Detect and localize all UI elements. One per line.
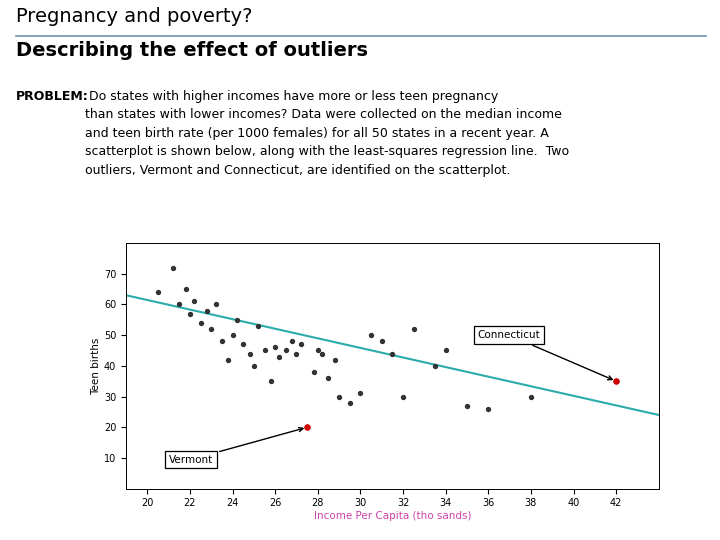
Point	[355, 389, 366, 398]
Point	[227, 331, 238, 340]
Point	[222, 355, 234, 364]
Point	[316, 349, 328, 358]
Point	[184, 309, 196, 318]
Point	[265, 377, 276, 386]
Point	[611, 377, 622, 386]
Point	[205, 325, 217, 333]
Point	[287, 337, 298, 346]
Point	[312, 346, 323, 355]
Text: Connecticut: Connecticut	[477, 330, 612, 380]
Point	[333, 392, 345, 401]
Point	[201, 306, 212, 315]
Point	[253, 322, 264, 330]
Point	[462, 401, 473, 410]
Point	[440, 346, 451, 355]
Point	[329, 355, 341, 364]
Text: Describing the effect of outliers: Describing the effect of outliers	[16, 42, 368, 60]
Point	[216, 337, 228, 346]
Point	[307, 368, 319, 376]
Point	[344, 399, 356, 407]
Text: 8: 8	[700, 518, 707, 531]
Point	[291, 349, 302, 358]
Text: Statistics and Probability with Applications, 3rd Edition: Statistics and Probability with Applicat…	[13, 518, 336, 531]
Point	[323, 374, 334, 382]
Point	[189, 297, 200, 306]
Point	[231, 315, 243, 324]
Point	[525, 392, 536, 401]
Point	[238, 340, 249, 349]
Point	[397, 392, 409, 401]
Text: Vermont: Vermont	[168, 428, 303, 464]
Text: PROBLEM:: PROBLEM:	[16, 90, 89, 103]
Point	[258, 346, 270, 355]
Point	[269, 343, 281, 352]
Point	[365, 331, 377, 340]
X-axis label: Income Per Capita (tho sands): Income Per Capita (tho sands)	[314, 511, 471, 521]
Point	[152, 288, 163, 296]
Point	[408, 325, 420, 333]
Point	[274, 352, 285, 361]
Point	[244, 349, 256, 358]
Point	[482, 404, 494, 413]
Point	[280, 346, 292, 355]
Point	[167, 263, 179, 272]
Point	[376, 337, 387, 346]
Point	[248, 362, 260, 370]
Point	[180, 285, 192, 293]
Point	[210, 300, 221, 309]
Point	[174, 300, 185, 309]
Point	[195, 319, 207, 327]
Point	[302, 423, 313, 431]
Point	[387, 349, 398, 358]
Point	[429, 362, 441, 370]
Point	[295, 340, 307, 349]
Text: Pregnancy and poverty?: Pregnancy and poverty?	[16, 7, 252, 26]
Y-axis label: Teen births: Teen births	[91, 337, 101, 395]
Text: Do states with higher incomes have more or less teen pregnancy
than states with : Do states with higher incomes have more …	[85, 90, 569, 177]
